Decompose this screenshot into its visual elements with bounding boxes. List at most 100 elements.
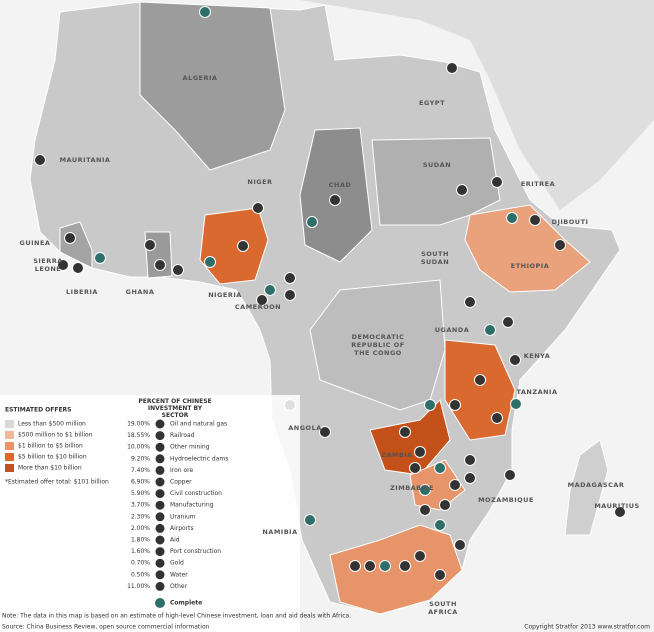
sector-icon xyxy=(155,419,165,429)
country-label: SOUTH SUDAN xyxy=(420,250,450,266)
ethiopia xyxy=(464,204,591,293)
project-icon xyxy=(306,216,318,228)
project-icon xyxy=(449,399,461,411)
project-icon xyxy=(504,469,516,481)
sector-percent: 19.00% xyxy=(127,421,150,428)
sector-icon xyxy=(155,581,165,591)
madagascar xyxy=(564,439,609,536)
project-icon xyxy=(484,324,496,336)
sector-label: Railroad xyxy=(170,432,195,439)
project-icon xyxy=(502,316,514,328)
project-icon xyxy=(284,272,296,284)
sector-icon xyxy=(155,454,165,464)
project-icon xyxy=(252,202,264,214)
sector-label: Oil and natural gas xyxy=(170,421,227,428)
project-icon xyxy=(509,354,521,366)
sector-label: Water xyxy=(170,571,188,578)
legend-swatch xyxy=(5,464,14,472)
project-icon xyxy=(237,240,249,252)
country-label: CHAD xyxy=(328,181,352,189)
sector-icon xyxy=(155,512,165,522)
sector-percent: 0.50% xyxy=(131,571,150,578)
project-icon xyxy=(379,560,391,572)
project-icon xyxy=(434,462,446,474)
sector-percent: 3.70% xyxy=(131,502,150,509)
project-icon xyxy=(349,560,361,572)
country-label: ZAMBIA xyxy=(381,451,413,459)
project-icon xyxy=(434,519,446,531)
project-icon xyxy=(154,259,166,271)
country-label: DJIBOUTI xyxy=(551,218,589,226)
country-label: SUDAN xyxy=(422,161,452,169)
country-label: NIGER xyxy=(247,178,273,186)
country-label: ALGERIA xyxy=(182,74,218,82)
project-icon xyxy=(414,446,426,458)
sector-percent: 0.70% xyxy=(131,560,150,567)
sector-percent: 2.00% xyxy=(131,525,150,532)
sector-percent: 11.00% xyxy=(127,583,150,590)
country-label: UGANDA xyxy=(434,326,470,334)
sector-icon xyxy=(155,465,165,475)
project-icon xyxy=(64,232,76,244)
project-icon xyxy=(72,262,84,274)
project-icon xyxy=(409,462,421,474)
note: Note: The data in this map is based on a… xyxy=(2,613,351,620)
country-label: ERITREA xyxy=(520,180,556,188)
complete-icon xyxy=(155,598,165,608)
sector-label: Copper xyxy=(170,479,192,486)
sector-icon xyxy=(155,523,165,533)
nigeria xyxy=(199,207,269,285)
project-icon xyxy=(304,514,316,526)
project-icon xyxy=(554,239,566,251)
sector-percent: 7.40% xyxy=(131,467,150,474)
sector-percent: 6.90% xyxy=(131,479,150,486)
project-icon xyxy=(399,560,411,572)
project-icon xyxy=(364,560,376,572)
sector-label: Hydroelectric dams xyxy=(170,455,228,462)
project-icon xyxy=(256,294,268,306)
project-icon xyxy=(264,284,276,296)
sector-label: Iron ore xyxy=(170,467,193,474)
sector-label: Other xyxy=(170,583,188,590)
legend-total: *Estimated offer total: $101 billion xyxy=(5,479,109,486)
legend-label: $1 billion to $5 billion xyxy=(18,443,83,450)
sector-icon xyxy=(155,489,165,499)
country-label: DEMOCRATIC REPUBLIC OF THE CONGO xyxy=(351,333,405,357)
project-icon xyxy=(424,399,436,411)
sector-percent: 2.30% xyxy=(131,513,150,520)
sector-percent: 18.55% xyxy=(127,432,150,439)
project-icon xyxy=(464,472,476,484)
sector-label: Civil construction xyxy=(170,490,222,497)
project-icon xyxy=(510,398,522,410)
project-icon xyxy=(434,569,446,581)
copyright: Copyright Stratfor 2013 www.stratfor.com xyxy=(524,624,650,631)
country-label: NAMIBIA xyxy=(262,528,298,536)
sector-percent: 9.20% xyxy=(131,455,150,462)
sector-label: Gold xyxy=(170,560,184,567)
sector-percent: 1.60% xyxy=(131,548,150,555)
project-icon xyxy=(419,484,431,496)
project-icon xyxy=(172,264,184,276)
sector-label: Manufacturing xyxy=(170,502,214,509)
legend-swatch xyxy=(5,453,14,461)
project-icon xyxy=(614,506,626,518)
project-icon xyxy=(319,426,331,438)
legend-title: PERCENT OF CHINESE INVESTMENT BY SECTOR xyxy=(138,398,212,419)
sector-icon xyxy=(155,442,165,452)
legend-title: ESTIMATED OFFERS xyxy=(5,407,72,414)
legend-swatch xyxy=(5,442,14,450)
complete-label: Complete xyxy=(170,600,202,607)
country-label: MOZAMBIQUE xyxy=(478,496,534,504)
country-label: GUINEA xyxy=(19,239,51,247)
algeria xyxy=(139,1,286,171)
legend-label: More than $10 billion xyxy=(18,465,82,472)
project-icon xyxy=(446,62,458,74)
sector-title: PERCENT OF CHINESE INVESTMENT BY SECTOR xyxy=(138,398,212,419)
sector-label: Other mining xyxy=(170,444,210,451)
country-label: NIGERIA xyxy=(208,291,242,299)
sector-label: Airports xyxy=(170,525,194,532)
country-label: LIBERIA xyxy=(66,288,98,296)
country-label: ZIMBABWE xyxy=(390,484,434,492)
country-label: KENYA xyxy=(523,352,551,360)
